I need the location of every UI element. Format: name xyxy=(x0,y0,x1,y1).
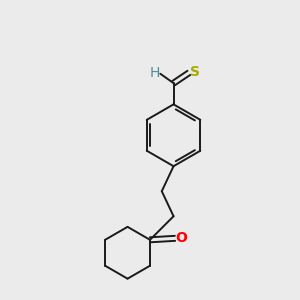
Text: O: O xyxy=(176,231,188,245)
Text: H: H xyxy=(150,66,160,80)
Text: S: S xyxy=(190,65,200,79)
